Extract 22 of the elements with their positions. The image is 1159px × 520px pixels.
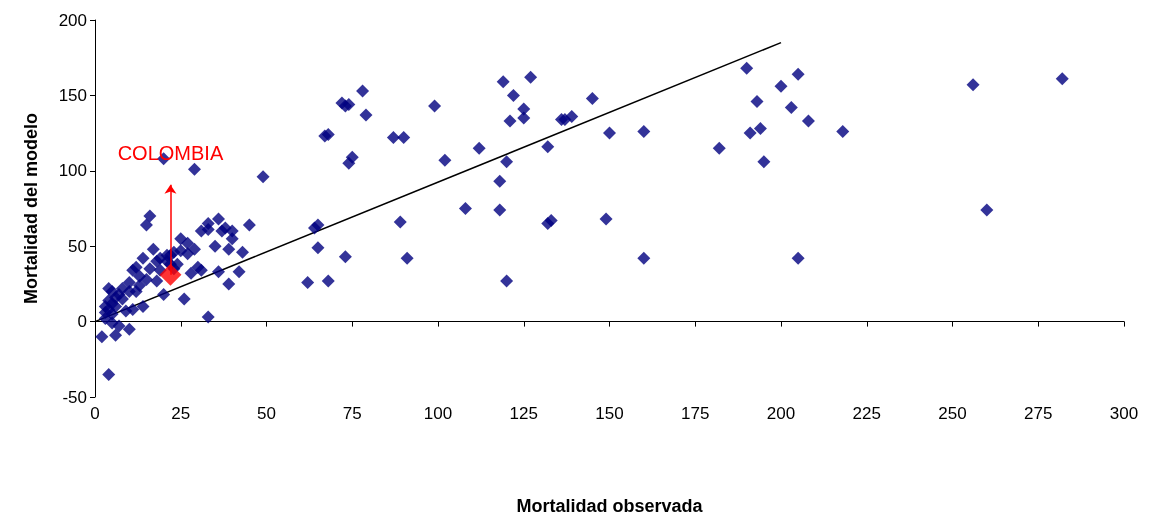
x-tick-label: 200 — [766, 404, 796, 423]
x-tick-label: 125 — [509, 404, 538, 423]
y-tick-label: 50 — [68, 236, 87, 256]
x-tick-label: 50 — [257, 404, 276, 423]
x-tick-label: 0 — [90, 404, 100, 423]
y-tick-label: 150 — [58, 85, 87, 105]
annotation: COLOMBIA — [117, 141, 224, 164]
x-tick-label: 175 — [681, 404, 710, 423]
x-tick-label: 150 — [595, 404, 624, 423]
x-tick-label: 225 — [852, 404, 881, 423]
y-tick-label: -50 — [62, 387, 87, 407]
y-tick-label: 200 — [58, 10, 87, 30]
x-tick-label: 75 — [342, 404, 362, 423]
y-tick-label: 0 — [77, 312, 87, 332]
x-tick-label: 275 — [1024, 404, 1053, 423]
y-axis-title: Mortalidad del modelo — [21, 112, 41, 305]
x-tick-label: 100 — [423, 404, 453, 423]
x-tick-label: 300 — [1109, 404, 1139, 423]
x-tick-label: 250 — [938, 404, 967, 423]
x-tick-label: 25 — [171, 404, 191, 423]
y-tick-label: 100 — [58, 161, 87, 181]
x-axis-title: Mortalidad observada — [516, 496, 704, 516]
